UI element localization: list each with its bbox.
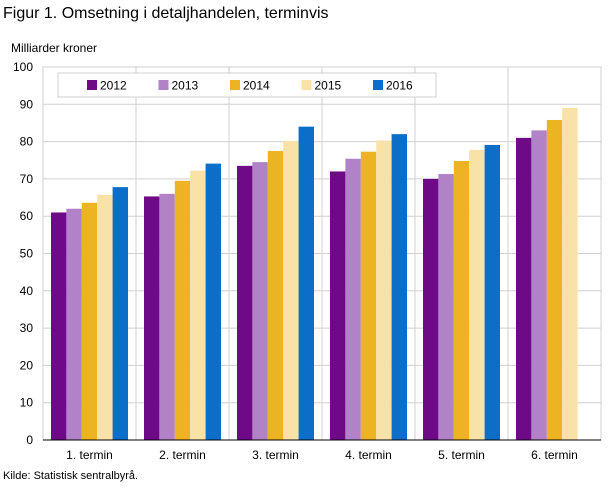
y-tick-label: 90: [20, 97, 34, 111]
bar-2015: [97, 194, 113, 440]
y-axis-unit-label: Milliarder kroner: [11, 41, 98, 55]
legend-swatch-2012: [87, 80, 97, 90]
bar-2013: [438, 174, 454, 440]
source-note: Kilde: Statistisk sentralbyrå.: [3, 470, 139, 482]
x-tick-label: 1. termin: [66, 448, 113, 462]
y-tick-label: 50: [20, 247, 34, 261]
y-tick-label: 60: [20, 209, 34, 223]
bar-2016: [112, 187, 128, 440]
bar-2015: [562, 108, 578, 440]
bar-2015: [376, 140, 392, 440]
legend-swatch-2013: [158, 80, 169, 90]
legend-label-2014: 2014: [243, 79, 270, 93]
bar-2012: [144, 196, 160, 440]
bar-2012: [51, 212, 67, 440]
bar-2016: [391, 134, 407, 440]
bar-2016: [484, 144, 500, 440]
bar-2016: [205, 163, 221, 440]
y-tick-label: 30: [20, 321, 34, 335]
bar-2013: [66, 208, 82, 440]
x-tick-label: 3. termin: [252, 448, 299, 462]
legend-label-2015: 2015: [315, 79, 342, 93]
bar-2013: [531, 130, 547, 440]
x-tick-label: 4. termin: [345, 448, 392, 462]
y-tick-label: 100: [13, 60, 33, 74]
bar-2013: [345, 158, 361, 440]
y-tick-label: 10: [20, 396, 34, 410]
y-tick-label: 20: [20, 358, 34, 372]
bar-2014: [174, 180, 191, 440]
bar-2013: [159, 193, 175, 440]
legend-swatch-2014: [230, 80, 240, 90]
bar-2015: [283, 140, 299, 440]
bar-2016: [298, 126, 314, 441]
y-tick-label: 80: [20, 135, 34, 149]
x-tick-label: 2. termin: [159, 448, 206, 462]
bar-2013: [252, 162, 268, 441]
bar-2012: [237, 165, 253, 440]
chart-title: Figur 1. Omsetning i detaljhandelen, ter…: [3, 5, 329, 22]
bar-2012: [423, 178, 439, 440]
bar-2015: [190, 170, 206, 440]
bar-2014: [267, 150, 284, 441]
bar-2014: [360, 151, 377, 440]
bar-2012: [516, 137, 532, 440]
x-tick-label: 6. termin: [531, 448, 578, 462]
bar-2014: [453, 160, 470, 440]
y-tick-label: 40: [20, 284, 34, 298]
legend-swatch-2016: [373, 80, 383, 90]
legend-label-2013: 2013: [172, 79, 199, 93]
y-tick-label: 70: [20, 172, 34, 186]
legend-swatch-2015: [301, 80, 312, 90]
bar-2014: [546, 119, 563, 440]
y-tick-label: 0: [26, 433, 33, 447]
legend-label-2012: 2012: [100, 79, 127, 93]
legend-label-2016: 2016: [386, 79, 413, 93]
bar-2012: [330, 171, 346, 440]
x-tick-label: 5. termin: [438, 448, 485, 462]
bar-2015: [469, 149, 485, 440]
bar-2014: [81, 202, 98, 440]
